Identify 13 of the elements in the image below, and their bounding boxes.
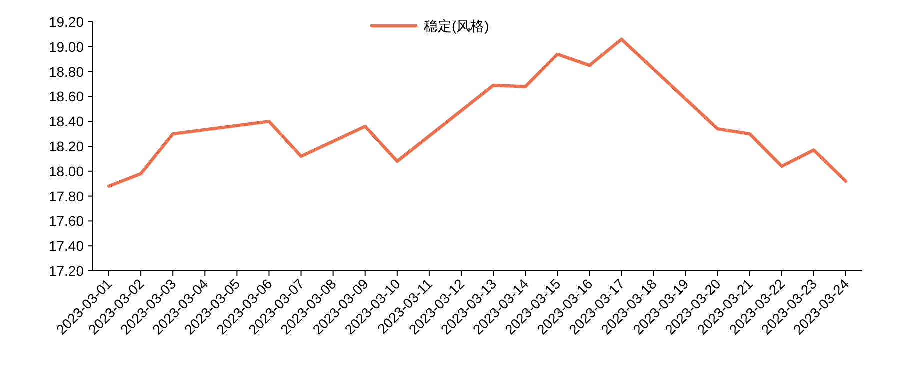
- y-tick-label: 17.60: [48, 213, 84, 230]
- y-tick-label: 19.20: [48, 14, 84, 30]
- y-tick-label: 17.40: [48, 238, 84, 254]
- y-tick-label: 19.00: [48, 38, 84, 55]
- y-tick-label: 18.60: [48, 88, 84, 105]
- y-tick-label: 18.00: [48, 163, 84, 180]
- y-tick-label: 17.20: [48, 263, 84, 279]
- legend-label: 稳定(风格): [424, 18, 490, 34]
- y-tick-label: 18.80: [48, 64, 84, 80]
- y-tick-label: 18.40: [48, 114, 84, 130]
- y-tick-label: 17.80: [48, 188, 84, 204]
- y-tick-label: 18.20: [48, 138, 84, 154]
- line-series: [107, 38, 848, 188]
